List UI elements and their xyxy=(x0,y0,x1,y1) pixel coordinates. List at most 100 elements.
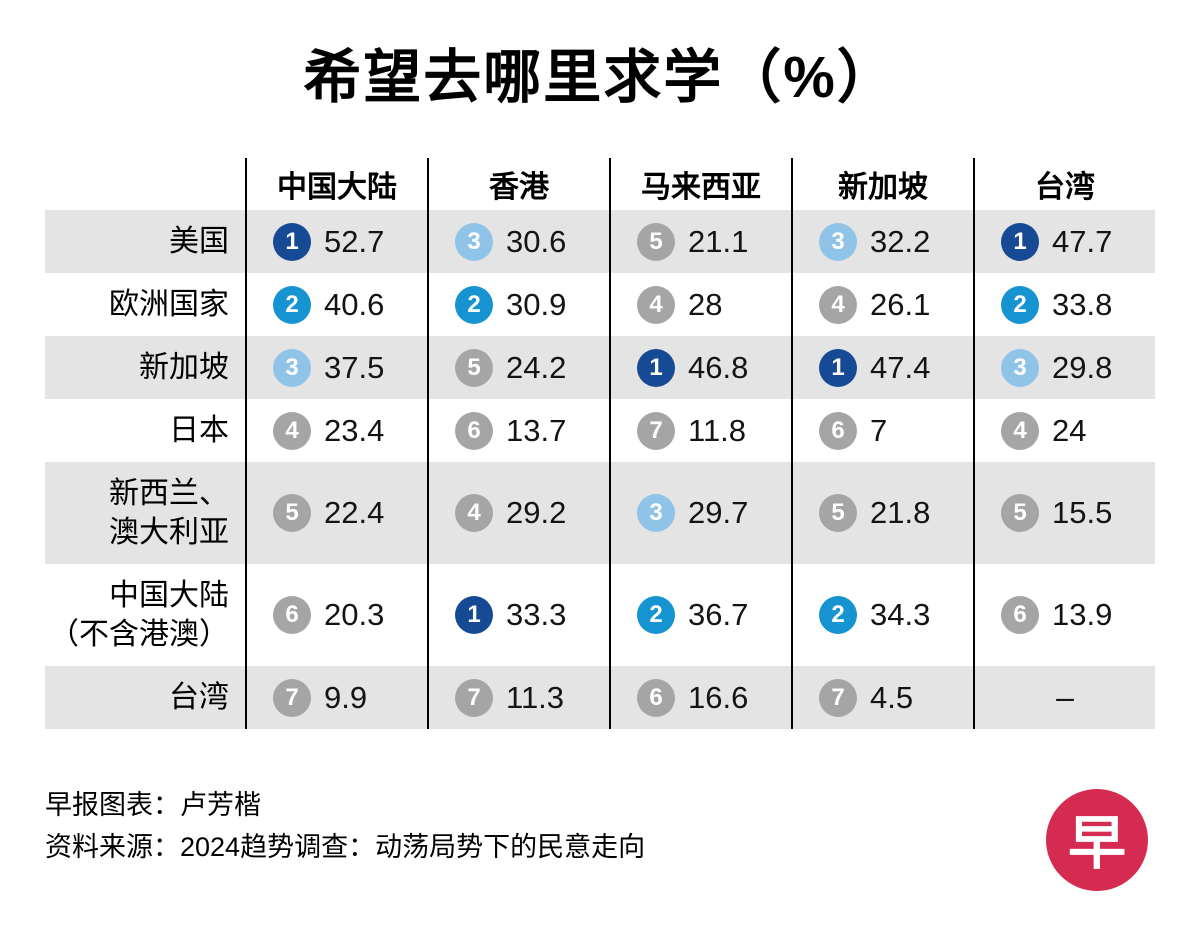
rank-badge: 4 xyxy=(455,494,493,532)
cell-value: 23.4 xyxy=(324,412,385,448)
data-cell: 5 24.2 xyxy=(427,336,609,399)
table-row: 中国大陆 （不含港澳） 6 20.3 1 33.3 2 36.7 2 34.3 6 13.9 xyxy=(45,564,1155,666)
cell-value: 4.5 xyxy=(870,679,914,715)
cell-value: 26.1 xyxy=(870,286,931,322)
credit-line: 早报图表：卢芳楷 xyxy=(45,790,261,820)
rank-badge: 1 xyxy=(455,596,493,634)
column-header-4: 新加坡 xyxy=(791,158,973,210)
data-cell: 2 34.3 xyxy=(791,564,973,666)
column-header-2: 香港 xyxy=(427,158,609,210)
column-header-5: 台湾 xyxy=(973,158,1155,210)
rank-badge: 7 xyxy=(273,678,311,717)
row-label: 新加坡 xyxy=(139,351,229,384)
cell-value: 21.1 xyxy=(688,223,749,259)
zaobao-logo-glyph: 早 xyxy=(1067,811,1126,876)
cell-value: 7 xyxy=(870,412,888,448)
cell-value: 24 xyxy=(1052,412,1087,448)
table-row: 新加坡 3 37.5 5 24.2 1 46.8 1 47.4 3 29.8 xyxy=(45,336,1155,399)
study-preference-table: 中国大陆 香港 马来西亚 新加坡 台湾 美国 1 52.7 3 30.6 5 21.1 3 32.2 1 4… xyxy=(45,158,1155,729)
cell-value: 24.2 xyxy=(506,349,567,385)
rank-badge: 6 xyxy=(1001,596,1039,634)
rank-badge: 1 xyxy=(637,348,675,387)
cell-value: 40.6 xyxy=(324,286,385,322)
row-label: 新西兰、 澳大利亚 xyxy=(109,477,229,549)
rank-badge: 7 xyxy=(819,678,857,717)
row-label: 美国 xyxy=(169,225,229,258)
data-cell: 5 22.4 xyxy=(245,462,427,564)
data-cell: 7 11.8 xyxy=(609,399,791,462)
cell-value: 9.9 xyxy=(324,679,368,715)
cell-value: 36.7 xyxy=(688,597,749,632)
cell-value: 34.3 xyxy=(870,597,931,632)
cell-value: 11.3 xyxy=(506,679,565,715)
cell-value: 20.3 xyxy=(324,597,385,632)
data-cell: 3 30.6 xyxy=(427,210,609,273)
data-cell: 5 21.1 xyxy=(609,210,791,273)
table-header-row: 中国大陆 香港 马来西亚 新加坡 台湾 xyxy=(45,158,1155,210)
data-cell: 2 40.6 xyxy=(245,273,427,336)
rank-badge: 2 xyxy=(273,285,311,324)
rank-badge: 2 xyxy=(819,596,857,634)
data-cell: 2 33.8 xyxy=(973,273,1155,336)
cell-value: 22.4 xyxy=(324,495,385,530)
footer: 早报图表：卢芳楷 资料来源：2024趋势调查：动荡局势下的民意走向 xyxy=(45,785,1155,869)
rank-badge: 5 xyxy=(455,348,493,387)
data-cell: 1 47.4 xyxy=(791,336,973,399)
data-cell: 3 29.8 xyxy=(973,336,1155,399)
data-cell: 1 46.8 xyxy=(609,336,791,399)
cell-value: 47.7 xyxy=(1052,223,1113,259)
rank-badge: 2 xyxy=(455,285,493,324)
rank-badge: 1 xyxy=(819,348,857,387)
cell-value: 21.8 xyxy=(870,495,931,530)
zaobao-logo: 早 xyxy=(1046,789,1148,891)
table-row: 美国 1 52.7 3 30.6 5 21.1 3 32.2 1 47.7 xyxy=(45,210,1155,273)
table-row: 台湾 7 9.9 7 11.3 6 16.6 7 4.5– xyxy=(45,666,1155,729)
cell-value: 29.8 xyxy=(1052,349,1113,385)
rank-badge: 2 xyxy=(1001,285,1039,324)
data-cell: 2 30.9 xyxy=(427,273,609,336)
rank-badge: 2 xyxy=(637,596,675,634)
cell-value: 33.3 xyxy=(506,597,567,632)
rank-badge: 3 xyxy=(637,494,675,532)
data-cell: 6 16.6 xyxy=(609,666,791,729)
rank-badge: 3 xyxy=(455,222,493,261)
cell-value: 46.8 xyxy=(688,349,749,385)
cell-value: 30.6 xyxy=(506,223,567,259)
data-cell: 7 4.5 xyxy=(791,666,973,729)
cell-value: 28 xyxy=(688,286,723,322)
rank-badge: 1 xyxy=(273,222,311,261)
cell-value: 52.7 xyxy=(324,223,385,259)
cell-value: 13.9 xyxy=(1052,597,1113,632)
table-body: 美国 1 52.7 3 30.6 5 21.1 3 32.2 1 47.7 欧洲国家 2 40.6 2 30.… xyxy=(45,210,1155,729)
data-cell: 7 11.3 xyxy=(427,666,609,729)
data-cell: 4 29.2 xyxy=(427,462,609,564)
rank-badge: 6 xyxy=(637,678,675,717)
rank-badge: 1 xyxy=(1001,222,1039,261)
data-cell: 3 29.7 xyxy=(609,462,791,564)
data-cell: 6 13.9 xyxy=(973,564,1155,666)
cell-value: 15.5 xyxy=(1052,495,1113,530)
rank-badge: 5 xyxy=(637,222,675,261)
rank-badge: 7 xyxy=(455,678,493,717)
rank-badge: 4 xyxy=(637,285,675,324)
data-cell: 1 52.7 xyxy=(245,210,427,273)
rank-badge: 3 xyxy=(273,348,311,387)
cell-value: 11.8 xyxy=(688,412,747,448)
cell-value: 29.7 xyxy=(688,495,749,530)
data-cell: 2 36.7 xyxy=(609,564,791,666)
rank-badge: 4 xyxy=(273,411,311,450)
data-cell: 6 20.3 xyxy=(245,564,427,666)
data-cell: 7 9.9 xyxy=(245,666,427,729)
data-cell: 3 37.5 xyxy=(245,336,427,399)
row-label: 欧洲国家 xyxy=(109,288,229,321)
row-label: 日本 xyxy=(169,414,229,447)
row-label: 台湾 xyxy=(169,681,229,714)
corner-cell xyxy=(45,158,245,210)
data-cell: 3 32.2 xyxy=(791,210,973,273)
table-row: 日本 4 23.4 6 13.7 7 11.8 6 7 4 24 xyxy=(45,399,1155,462)
rank-badge: 5 xyxy=(273,494,311,532)
data-cell: 4 28 xyxy=(609,273,791,336)
rank-badge: 3 xyxy=(1001,348,1039,387)
table-row: 新西兰、 澳大利亚 5 22.4 4 29.2 3 29.7 5 21.8 5 15.5 xyxy=(45,462,1155,564)
rank-badge: 4 xyxy=(1001,411,1039,450)
